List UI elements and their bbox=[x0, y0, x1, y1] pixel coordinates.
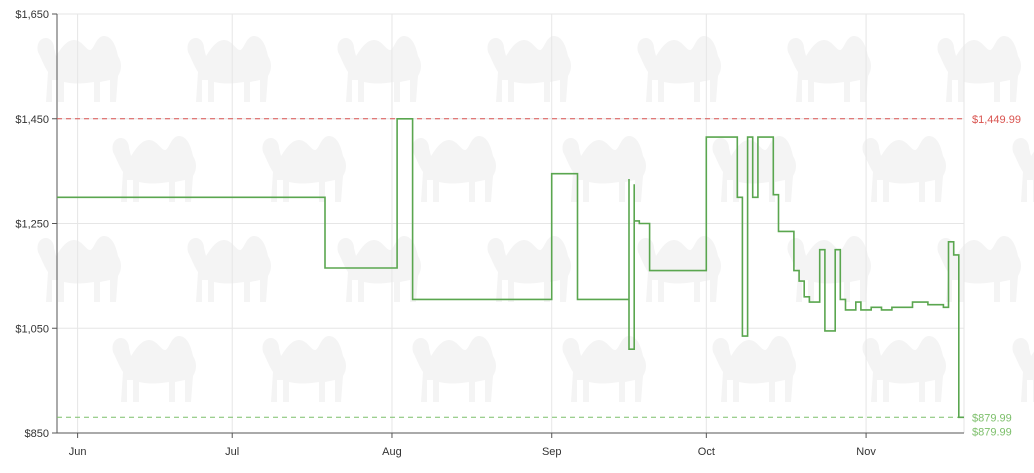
y-tick-label-2: $1,250 bbox=[15, 219, 49, 231]
price-series bbox=[56, 118, 965, 419]
camel-watermark-icon bbox=[487, 236, 571, 302]
camel-watermark-icon bbox=[862, 336, 946, 402]
camel-watermark-icon bbox=[262, 336, 346, 402]
camel-watermark-icon bbox=[37, 236, 122, 302]
camel-watermark-icon bbox=[412, 136, 496, 202]
camel-watermark-icon bbox=[112, 136, 196, 202]
camel-watermark-icon bbox=[37, 36, 122, 102]
y-tick-label-1: $1,050 bbox=[15, 323, 49, 335]
x-tick-label-1: Jul bbox=[225, 446, 239, 458]
camel-watermark-icon bbox=[787, 236, 871, 302]
camel-watermark-icon bbox=[337, 236, 421, 302]
camel-watermark-icon bbox=[1012, 136, 1034, 202]
y-tick-label-4: $1,650 bbox=[15, 9, 49, 21]
camel-watermark-icon bbox=[787, 36, 871, 102]
series-line-0 bbox=[57, 118, 964, 419]
camel-watermark-icon bbox=[412, 336, 496, 402]
camel-watermark-icon bbox=[337, 36, 421, 102]
reference-lines bbox=[57, 118, 964, 418]
current-price-label: $879.99 bbox=[972, 426, 1012, 438]
y-tick-label-3: $1,450 bbox=[15, 114, 49, 126]
y-tick-label-0: $850 bbox=[25, 428, 49, 440]
reference-label-0: $1,449.99 bbox=[972, 114, 1021, 126]
camel-watermark-icon bbox=[262, 136, 346, 202]
camel-watermark-icon bbox=[187, 36, 271, 102]
tick-labels: $1,449.99 $879.99 $879.99 $850 $1,050 $1,250 $… bbox=[15, 9, 1021, 458]
camel-watermark-icon bbox=[937, 36, 1021, 102]
camel-watermark-icon bbox=[712, 336, 796, 402]
camel-watermark-icon bbox=[487, 36, 571, 102]
camel-watermark-icon bbox=[937, 236, 1021, 302]
x-tick-label-0: Jun bbox=[69, 446, 87, 458]
x-tick-label-4: Oct bbox=[698, 446, 715, 458]
camel-watermark-icon bbox=[112, 336, 196, 402]
watermark-pattern bbox=[37, 36, 1034, 402]
camel-watermark-icon bbox=[862, 136, 946, 202]
camel-watermark-icon bbox=[712, 136, 796, 202]
camel-watermark-icon bbox=[637, 36, 721, 102]
x-tick-label-5: Nov bbox=[856, 446, 876, 458]
chart-axes bbox=[52, 13, 964, 438]
x-tick-label-3: Sep bbox=[542, 446, 562, 458]
camel-watermark-icon bbox=[1012, 336, 1034, 402]
camel-watermark-icon bbox=[187, 236, 271, 302]
chart-grid bbox=[57, 13, 965, 434]
reference-label-1: $879.99 bbox=[972, 412, 1012, 424]
x-tick-label-2: Aug bbox=[382, 446, 402, 458]
